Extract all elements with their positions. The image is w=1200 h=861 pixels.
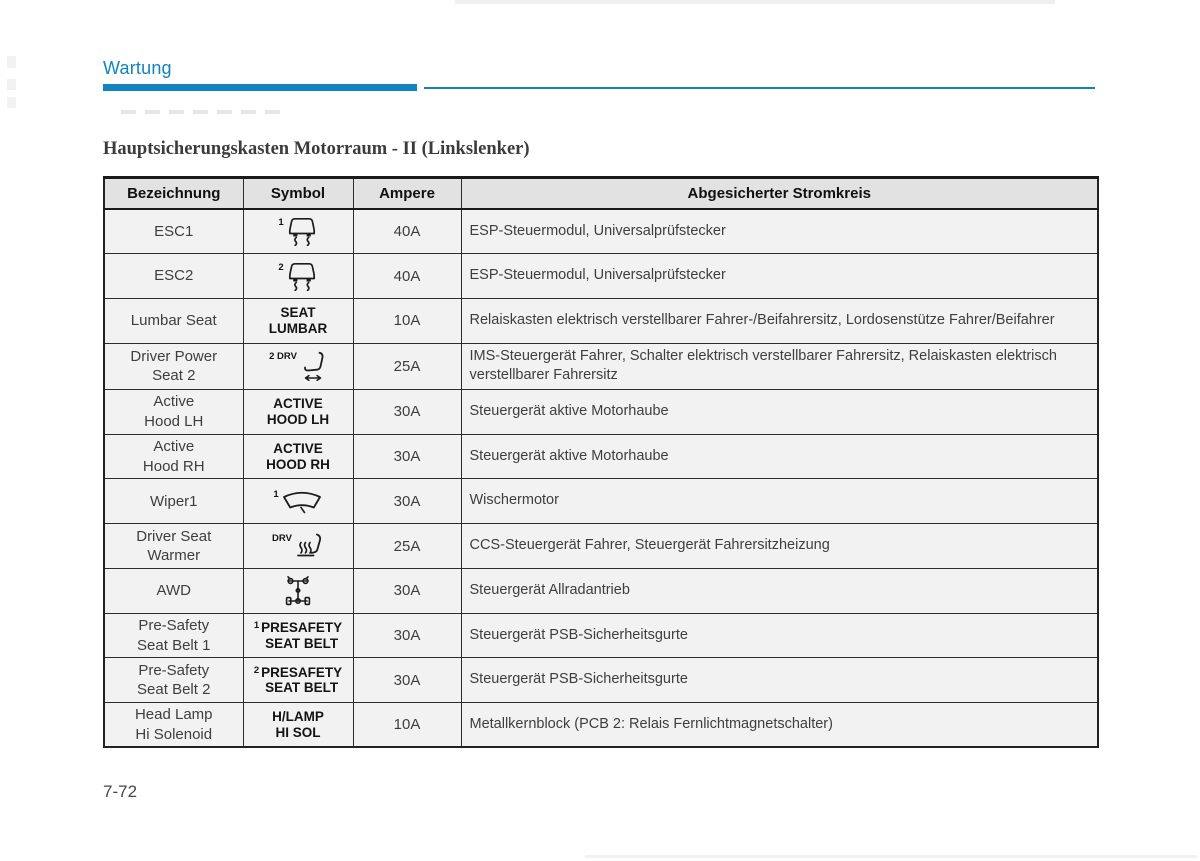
table-row: Active Hood RH ACTIVE HOOD RH 30A Steuer… (103, 433, 1099, 480)
table-row: Pre-Safety Seat Belt 2 2 PRESAFETY SEAT … (103, 657, 1099, 704)
designation-cell: Lumbar Seat (103, 298, 244, 344)
designation-cell: AWD (103, 567, 244, 614)
symbol-cell: ACTIVE HOOD RH (242, 433, 354, 480)
page-title: Hauptsicherungskasten Motorraum - II (Li… (103, 139, 530, 159)
awd-drivetrain-icon (285, 574, 311, 608)
table-row: Lumbar Seat SEAT LUMBAR 10A Relaiskasten… (103, 298, 1099, 344)
table-row: Wiper1 1 30A Wischermotor (103, 478, 1099, 525)
circuit-cell: ESP-Steuermodul, Universalprüfstecker (460, 208, 1099, 255)
symbol-cell: DRV (242, 523, 354, 569)
col-header-ampere: Ampere (352, 176, 462, 210)
table-row: Pre-Safety Seat Belt 1 1 PRESAFETY SEAT … (103, 612, 1099, 659)
ampere-cell: 10A (352, 298, 462, 344)
symbol-superscript: DRV (272, 533, 292, 544)
scan-artifact-bottom (585, 855, 1197, 858)
ampere-cell: 25A (352, 342, 462, 390)
circuit-cell: Steuergerät aktive Motorhaube (460, 388, 1099, 435)
heated-seat-icon (294, 533, 324, 559)
symbol-label: PRESAFETY SEAT BELT (261, 619, 343, 651)
esc-skid-icon (286, 262, 318, 291)
circuit-cell: CCS-Steuergerät Fahrer, Steuergerät Fahr… (460, 523, 1099, 569)
ampere-cell: 30A (352, 388, 462, 435)
ampere-cell: 30A (352, 657, 462, 704)
scan-artifact-tick (7, 97, 16, 108)
col-header-stromkreis: Abgesicherter Stromkreis (460, 176, 1099, 210)
designation-cell: Driver Power Seat 2 (103, 342, 244, 390)
ampere-cell: 30A (352, 612, 462, 659)
accent-rule (424, 87, 1095, 89)
symbol-superscript: 2 (253, 664, 260, 676)
symbol-label: SEAT LUMBAR (268, 305, 328, 336)
designation-cell: Wiper1 (103, 478, 244, 525)
symbol-superscript: 2 DRV (269, 351, 297, 363)
ampere-cell: 40A (352, 208, 462, 255)
designation-cell: ESC2 (103, 253, 244, 299)
scan-artifact-tick (7, 56, 16, 68)
table-row: ESC1 1 (103, 208, 1099, 255)
symbol-cell (242, 567, 354, 614)
table-row: ESC2 2 (103, 253, 1099, 299)
symbol-label: ACTIVE HOOD RH (266, 440, 330, 472)
symbol-cell: 2 (242, 253, 354, 299)
ampere-cell: 40A (352, 253, 462, 299)
ampere-cell: 30A (352, 433, 462, 480)
ampere-cell: 30A (352, 567, 462, 614)
symbol-superscript: 2 (278, 261, 284, 273)
symbol-cell: 2 PRESAFETY SEAT BELT (242, 657, 354, 704)
designation-cell: Pre-Safety Seat Belt 2 (103, 657, 244, 704)
table-row: AWD (103, 567, 1099, 614)
ampere-cell: 25A (352, 523, 462, 569)
circuit-cell: Steuergerät PSB-Sicherheitsgurte (460, 657, 1099, 704)
circuit-cell: Relaiskasten elektrisch verstellbarer Fa… (460, 298, 1099, 344)
symbol-label: H/LAMP HI SOL (272, 709, 324, 740)
circuit-cell: ESP-Steuermodul, Universalprüfstecker (460, 253, 1099, 299)
ampere-cell: 30A (352, 478, 462, 525)
table-row: Driver Seat Warmer DRV (103, 523, 1099, 569)
circuit-cell: Steuergerät PSB-Sicherheitsgurte (460, 612, 1099, 659)
circuit-cell: IMS-Steuergerät Fahrer, Schalter elektri… (460, 342, 1099, 390)
symbol-superscript: 1 (278, 217, 284, 229)
circuit-cell: Metallkernblock (PCB 2: Relais Fernlicht… (460, 702, 1099, 748)
symbol-label: ACTIVE HOOD LH (266, 396, 330, 427)
symbol-cell: H/LAMP HI SOL (242, 702, 354, 748)
circuit-cell: Steuergerät aktive Motorhaube (460, 433, 1099, 480)
symbol-cell: ACTIVE HOOD LH (242, 388, 354, 435)
page-number: 7-72 (103, 782, 138, 801)
symbol-label: PRESAFETY SEAT BELT (261, 664, 343, 696)
col-header-symbol: Symbol (242, 176, 354, 210)
symbol-cell: 1 (242, 208, 354, 255)
esc-skid-icon (286, 217, 318, 247)
designation-cell: ESC1 (103, 208, 244, 255)
table-header-row: Bezeichnung Symbol Ampere Abgesicherter … (103, 176, 1099, 210)
col-header-bezeichnung: Bezeichnung (103, 176, 244, 210)
symbol-cell: 1 (242, 478, 354, 525)
power-seat-icon (299, 351, 327, 382)
designation-cell: Head Lamp Hi Solenoid (103, 702, 244, 748)
symbol-superscript: 1 (253, 619, 260, 631)
faint-print-artifact (121, 110, 280, 114)
circuit-cell: Wischermotor (460, 478, 1099, 525)
designation-cell: Driver Seat Warmer (103, 523, 244, 569)
scan-artifact-top (455, 0, 1055, 4)
table-row: Active Hood LH ACTIVE HOOD LH 30A Steuer… (103, 388, 1099, 435)
symbol-superscript: 1 (273, 488, 279, 500)
ampere-cell: 10A (352, 702, 462, 748)
scan-artifact-tick (7, 79, 16, 90)
fuse-table: Bezeichnung Symbol Ampere Abgesicherter … (103, 176, 1099, 749)
symbol-cell: SEAT LUMBAR (242, 298, 354, 344)
accent-bar (103, 84, 417, 91)
table-row: Head Lamp Hi Solenoid H/LAMP HI SOL 10A … (103, 702, 1099, 748)
designation-cell: Pre-Safety Seat Belt 1 (103, 612, 244, 659)
designation-cell: Active Hood LH (103, 388, 244, 435)
wiper-icon (281, 489, 323, 514)
circuit-cell: Steuergerät Allradantrieb (460, 567, 1099, 614)
symbol-cell: 1 PRESAFETY SEAT BELT (242, 612, 354, 659)
section-title: Wartung (103, 58, 172, 78)
symbol-cell: 2 DRV (242, 342, 354, 390)
designation-cell: Active Hood RH (103, 433, 244, 480)
table-row: Driver Power Seat 2 2 DRV 25A IMS-Steuer… (103, 342, 1099, 390)
